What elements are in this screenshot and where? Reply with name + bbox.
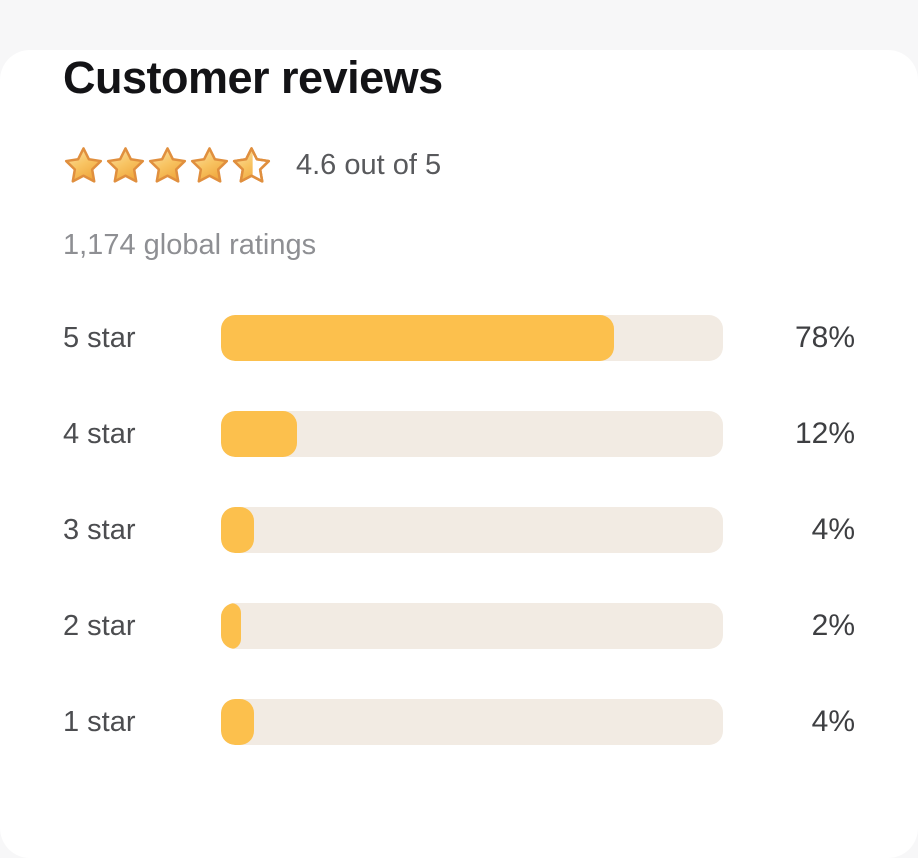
rating-bar-row[interactable]: 5 star 78% xyxy=(63,315,855,361)
rating-percentage: 12% xyxy=(794,417,855,450)
star-level-label: 2 star xyxy=(63,609,136,642)
page: { "header": { "title": "Customer reviews… xyxy=(0,50,918,858)
full-star-icon xyxy=(63,145,104,186)
rating-bar-fill xyxy=(221,603,242,649)
full-star-icon xyxy=(147,145,188,186)
rating-distribution: 5 star 78% 4 star 12% 3 star 4% 2 star 2… xyxy=(63,315,855,745)
rating-bar-row[interactable]: 1 star 4% xyxy=(63,699,855,745)
rating-bar-track xyxy=(221,507,723,553)
rating-bar-track xyxy=(221,411,723,457)
rating-percentage: 78% xyxy=(794,321,855,354)
rating-bar-fill xyxy=(221,315,614,361)
star-level-label: 3 star xyxy=(63,513,136,546)
half-star-icon xyxy=(231,145,272,186)
full-star-icon xyxy=(105,145,146,186)
rating-bar-row[interactable]: 2 star 2% xyxy=(63,603,855,649)
rating-summary: 4.6 out of 5 xyxy=(63,143,855,187)
rating-score: 4.6 out of 5 xyxy=(296,148,442,181)
global-ratings-count: 1,174 global ratings xyxy=(63,229,317,261)
customer-reviews-card: Customer reviews 4.6 out of 5 1,174 glob… xyxy=(0,50,918,858)
star-level-label: 4 star xyxy=(63,417,136,450)
full-star-icon xyxy=(189,145,230,186)
rating-bar-track xyxy=(221,315,723,361)
rating-percentage: 4% xyxy=(811,705,855,738)
rating-bar-fill xyxy=(221,699,255,745)
rating-bar-track xyxy=(221,603,723,649)
rating-percentage: 4% xyxy=(811,513,855,546)
page-title: Customer reviews xyxy=(63,52,443,103)
star-rating xyxy=(63,145,272,186)
star-level-label: 1 star xyxy=(63,705,136,738)
rating-percentage: 2% xyxy=(811,609,855,642)
rating-bar-row[interactable]: 4 star 12% xyxy=(63,411,855,457)
star-level-label: 5 star xyxy=(63,321,136,354)
rating-bar-fill xyxy=(221,507,255,553)
rating-bar-track xyxy=(221,699,723,745)
rating-bar-fill xyxy=(221,411,297,457)
rating-bar-row[interactable]: 3 star 4% xyxy=(63,507,855,553)
